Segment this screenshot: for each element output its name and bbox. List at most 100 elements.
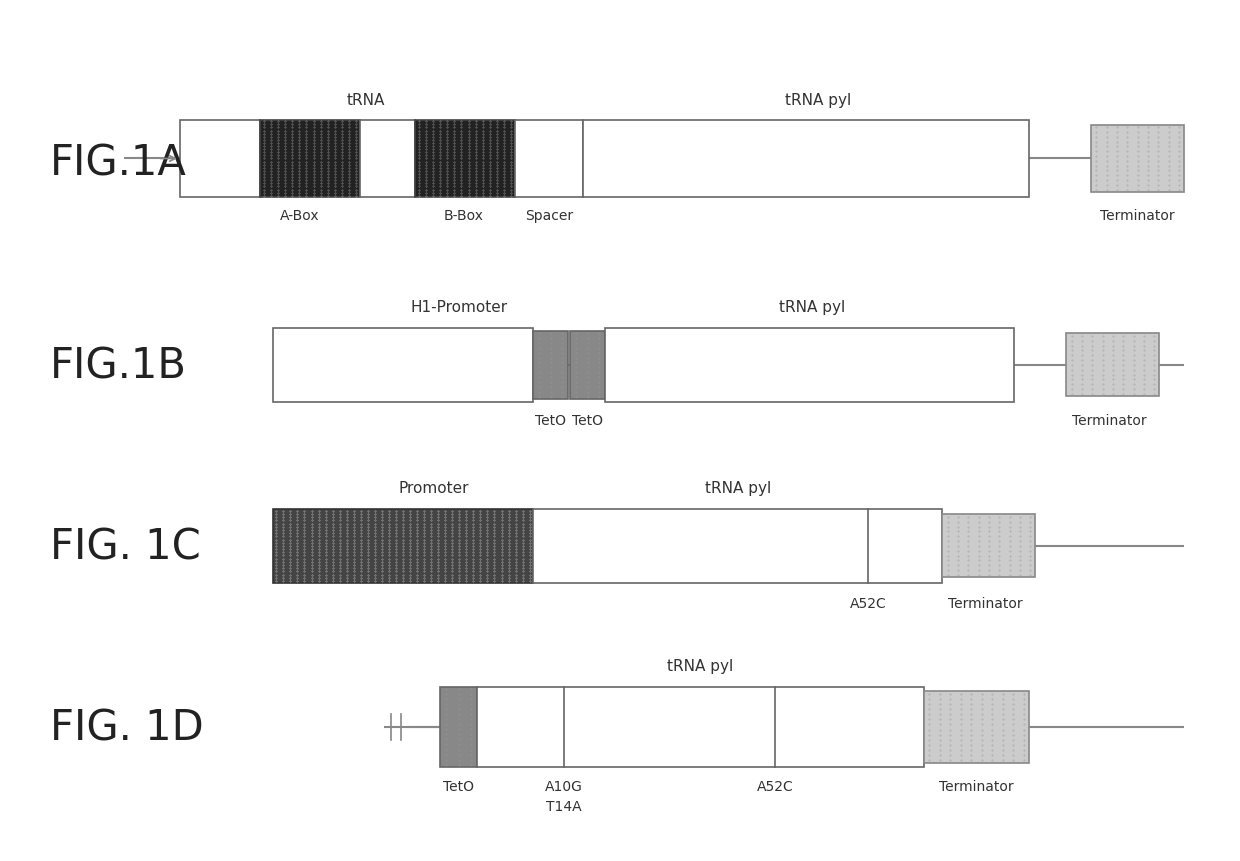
Point — [1097, 140, 1117, 154]
Point — [1102, 373, 1122, 387]
Point — [304, 133, 324, 147]
Point — [947, 539, 967, 553]
Point — [301, 508, 321, 522]
Point — [262, 125, 281, 139]
Point — [322, 505, 342, 518]
Point — [444, 115, 464, 129]
Point — [578, 366, 598, 380]
Point — [417, 121, 436, 135]
Point — [477, 542, 497, 556]
Point — [1086, 135, 1106, 150]
Point — [480, 187, 500, 201]
Point — [254, 146, 274, 160]
Point — [930, 722, 950, 736]
Point — [409, 131, 429, 145]
Point — [428, 546, 448, 560]
Point — [477, 559, 497, 573]
Point — [529, 375, 549, 389]
Point — [280, 523, 300, 537]
Point — [254, 189, 274, 203]
Point — [961, 687, 981, 701]
Point — [330, 520, 350, 534]
Point — [990, 549, 1009, 563]
Point — [501, 171, 521, 185]
Point — [275, 162, 295, 176]
Point — [1102, 344, 1122, 358]
Point — [487, 158, 507, 172]
Point — [470, 505, 490, 518]
Point — [317, 177, 337, 191]
Point — [501, 180, 521, 194]
Text: TetO: TetO — [536, 413, 567, 427]
Point — [386, 561, 405, 575]
Point — [275, 125, 295, 139]
Point — [485, 530, 505, 543]
Point — [459, 127, 479, 141]
Point — [1145, 334, 1164, 348]
Point — [567, 351, 587, 365]
Point — [330, 514, 350, 528]
Point — [470, 523, 490, 537]
Point — [1117, 126, 1137, 139]
Point — [1086, 121, 1106, 135]
Point — [443, 571, 463, 585]
Point — [459, 168, 479, 182]
Point — [430, 118, 450, 132]
Point — [1158, 169, 1178, 183]
Point — [274, 533, 294, 547]
Point — [947, 511, 967, 524]
Point — [968, 559, 988, 573]
Point — [461, 708, 481, 722]
Point — [1061, 344, 1081, 358]
Point — [589, 327, 609, 341]
Point — [301, 542, 321, 556]
Point — [267, 555, 286, 569]
Point — [1061, 330, 1081, 344]
Point — [311, 152, 331, 166]
Point — [438, 143, 458, 157]
Point — [1014, 703, 1034, 716]
Point — [485, 546, 505, 560]
Point — [254, 187, 274, 201]
Point — [444, 121, 464, 135]
Point — [332, 158, 352, 172]
Point — [501, 115, 521, 129]
Point — [1158, 183, 1178, 197]
Text: B-Box: B-Box — [444, 209, 484, 223]
Point — [1145, 330, 1164, 344]
Point — [304, 121, 324, 135]
Point — [337, 549, 357, 563]
Point — [332, 164, 352, 178]
Bar — [533, 510, 942, 583]
Point — [1117, 169, 1137, 183]
Point — [443, 568, 463, 582]
Point — [444, 133, 464, 147]
Point — [322, 517, 342, 531]
Point — [311, 146, 331, 160]
Point — [461, 697, 481, 711]
Point — [296, 149, 316, 163]
Point — [289, 115, 309, 129]
Point — [501, 187, 521, 201]
Point — [288, 552, 308, 566]
Point — [280, 527, 300, 541]
Point — [980, 554, 999, 567]
Point — [529, 327, 549, 341]
Point — [451, 118, 471, 132]
Point — [343, 520, 363, 534]
Point — [309, 574, 329, 588]
Point — [343, 549, 363, 563]
Point — [494, 121, 513, 135]
Point — [464, 530, 484, 543]
Point — [365, 530, 384, 543]
Point — [520, 523, 539, 537]
Point — [1092, 369, 1112, 382]
Point — [947, 549, 967, 563]
Point — [268, 137, 288, 151]
Point — [407, 536, 427, 550]
Point — [578, 375, 598, 389]
Point — [343, 571, 363, 585]
Point — [940, 738, 960, 752]
Point — [461, 722, 481, 736]
Point — [283, 177, 303, 191]
